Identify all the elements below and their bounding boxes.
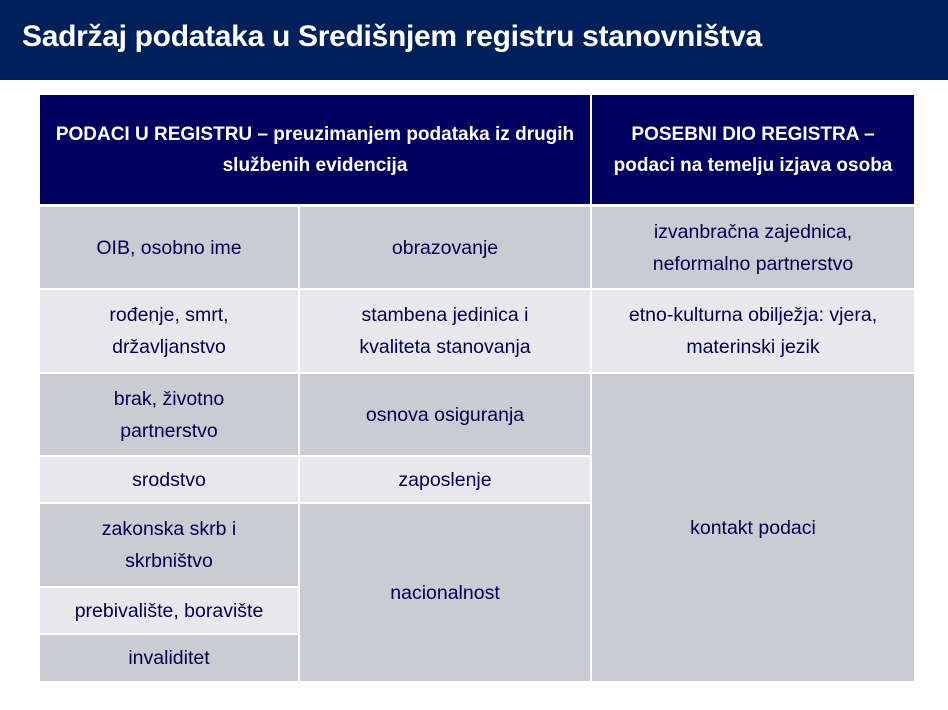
- table-cell: stambena jedinica i kvaliteta stanovanja: [300, 290, 590, 372]
- table-cell: kontakt podaci: [592, 374, 914, 681]
- table-cell: invaliditet: [40, 635, 298, 681]
- table-cell: rođenje, smrt, državljanstvo: [40, 290, 298, 372]
- table-cell: osnova osiguranja: [300, 374, 590, 455]
- table-cell: zakonska skrb i skrbništvo: [40, 504, 298, 586]
- page-title: Sadržaj podataka u Središnjem registru s…: [22, 20, 762, 53]
- header-registry-data: PODACI U REGISTRU – preuzimanjem podatak…: [40, 95, 590, 204]
- table-cell: izvanbračna zajednica, neformalno partne…: [592, 207, 914, 288]
- table-cell: zaposlenje: [300, 457, 590, 502]
- table-cell: obrazovanje: [300, 207, 590, 288]
- table-cell: etno-kulturna obilježja: vjera, materins…: [592, 290, 914, 372]
- table-cell: prebivalište, boravište: [40, 588, 298, 633]
- table-cell: brak, životno partnerstvo: [40, 374, 298, 455]
- header-special-part: POSEBNI DIO REGISTRA – podaci na temelju…: [592, 95, 914, 204]
- table-cell: srodstvo: [40, 457, 298, 502]
- title-bar: Sadržaj podataka u Središnjem registru s…: [0, 0, 948, 80]
- table-cell: nacionalnost: [300, 504, 590, 681]
- table-cell: OIB, osobno ime: [40, 207, 298, 288]
